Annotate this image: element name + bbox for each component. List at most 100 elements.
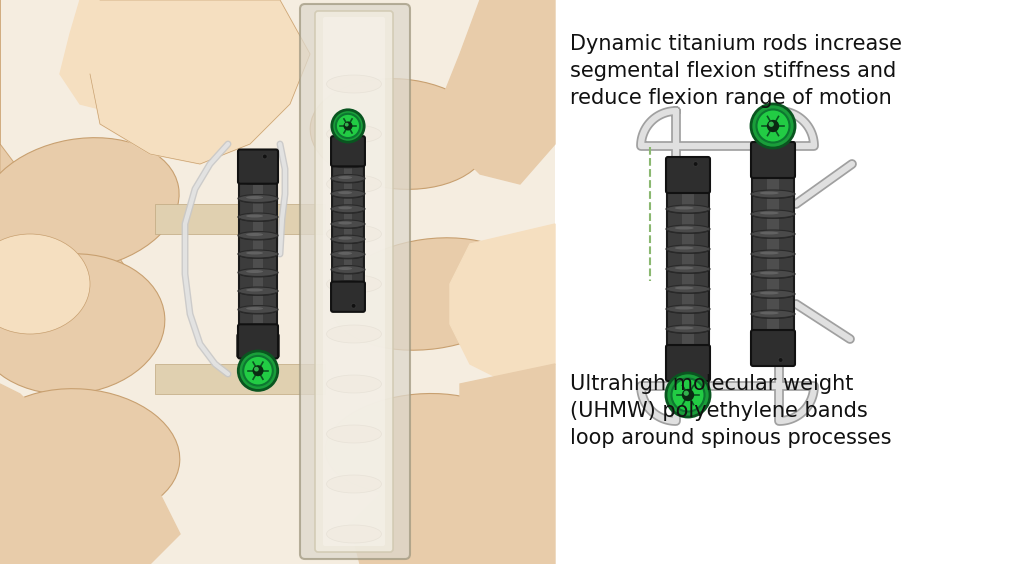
Circle shape: [351, 303, 356, 309]
Ellipse shape: [667, 327, 709, 334]
Ellipse shape: [238, 268, 278, 276]
Ellipse shape: [0, 138, 179, 270]
Ellipse shape: [760, 252, 778, 254]
Circle shape: [345, 123, 348, 126]
Bar: [767, 158, 778, 350]
Polygon shape: [0, 0, 130, 374]
Ellipse shape: [239, 178, 278, 185]
Bar: [155, 364, 325, 394]
Circle shape: [262, 154, 267, 159]
Ellipse shape: [338, 282, 352, 285]
Ellipse shape: [239, 252, 278, 259]
Bar: [555, 0, 1024, 564]
Ellipse shape: [246, 270, 263, 273]
Ellipse shape: [666, 305, 710, 313]
Ellipse shape: [675, 327, 693, 329]
Ellipse shape: [239, 271, 278, 277]
FancyBboxPatch shape: [666, 157, 710, 193]
Ellipse shape: [332, 267, 364, 275]
Ellipse shape: [238, 213, 278, 221]
Circle shape: [244, 356, 272, 385]
Ellipse shape: [338, 252, 352, 255]
Bar: [155, 204, 325, 234]
Ellipse shape: [666, 185, 710, 193]
Ellipse shape: [331, 250, 365, 258]
Ellipse shape: [239, 233, 278, 240]
Ellipse shape: [752, 192, 794, 199]
Circle shape: [336, 114, 360, 138]
Ellipse shape: [331, 235, 365, 243]
Ellipse shape: [310, 78, 489, 190]
Ellipse shape: [0, 234, 90, 334]
Ellipse shape: [752, 172, 794, 179]
Ellipse shape: [327, 125, 382, 143]
Ellipse shape: [675, 287, 693, 289]
Ellipse shape: [238, 306, 278, 314]
Circle shape: [672, 378, 705, 412]
Ellipse shape: [752, 212, 794, 219]
Circle shape: [239, 351, 278, 390]
Ellipse shape: [331, 174, 365, 183]
Ellipse shape: [751, 270, 795, 278]
FancyBboxPatch shape: [751, 142, 795, 178]
Ellipse shape: [239, 289, 278, 296]
Ellipse shape: [760, 212, 778, 214]
Ellipse shape: [675, 346, 693, 350]
Ellipse shape: [675, 246, 693, 249]
Ellipse shape: [238, 250, 278, 258]
Ellipse shape: [667, 207, 709, 214]
Ellipse shape: [667, 187, 709, 194]
Ellipse shape: [760, 171, 778, 174]
Ellipse shape: [331, 159, 365, 168]
Ellipse shape: [238, 287, 278, 295]
Ellipse shape: [752, 272, 794, 279]
Ellipse shape: [666, 285, 710, 293]
Ellipse shape: [667, 307, 709, 314]
FancyBboxPatch shape: [300, 4, 410, 559]
Ellipse shape: [751, 230, 795, 238]
Circle shape: [778, 358, 783, 363]
Ellipse shape: [239, 307, 278, 315]
Ellipse shape: [246, 233, 263, 236]
Ellipse shape: [338, 222, 352, 224]
Circle shape: [751, 104, 795, 148]
Ellipse shape: [338, 176, 352, 179]
Ellipse shape: [331, 220, 365, 228]
Ellipse shape: [327, 475, 382, 493]
Ellipse shape: [246, 252, 263, 254]
FancyBboxPatch shape: [331, 136, 365, 166]
Bar: [682, 173, 693, 365]
Text: Ultrahigh molecular weight
(UHMW) polyethylene bands
loop around spinous process: Ultrahigh molecular weight (UHMW) polyet…: [570, 374, 892, 448]
Ellipse shape: [246, 307, 263, 310]
Circle shape: [693, 161, 698, 166]
Ellipse shape: [760, 292, 778, 294]
Ellipse shape: [675, 267, 693, 270]
Ellipse shape: [239, 215, 278, 222]
Circle shape: [767, 120, 779, 132]
Ellipse shape: [760, 271, 778, 275]
Ellipse shape: [327, 525, 382, 543]
FancyBboxPatch shape: [751, 330, 795, 366]
Text: Dynamic titanium rods increase
segmental flexion stiffness and
reduce flexion ra: Dynamic titanium rods increase segmental…: [570, 34, 902, 108]
Ellipse shape: [675, 187, 693, 190]
Circle shape: [684, 391, 689, 396]
Ellipse shape: [331, 266, 365, 274]
Polygon shape: [440, 0, 555, 184]
Ellipse shape: [327, 375, 382, 393]
FancyBboxPatch shape: [238, 324, 278, 359]
Circle shape: [769, 122, 774, 127]
Ellipse shape: [246, 325, 263, 328]
Ellipse shape: [332, 161, 364, 168]
Ellipse shape: [338, 237, 352, 240]
Ellipse shape: [239, 326, 278, 333]
Ellipse shape: [327, 275, 382, 293]
Ellipse shape: [675, 227, 693, 230]
Ellipse shape: [751, 250, 795, 258]
Polygon shape: [450, 224, 555, 384]
FancyBboxPatch shape: [323, 17, 385, 546]
Ellipse shape: [752, 312, 794, 319]
Circle shape: [253, 365, 263, 376]
Ellipse shape: [238, 231, 278, 240]
Ellipse shape: [238, 324, 278, 332]
Circle shape: [757, 109, 790, 143]
